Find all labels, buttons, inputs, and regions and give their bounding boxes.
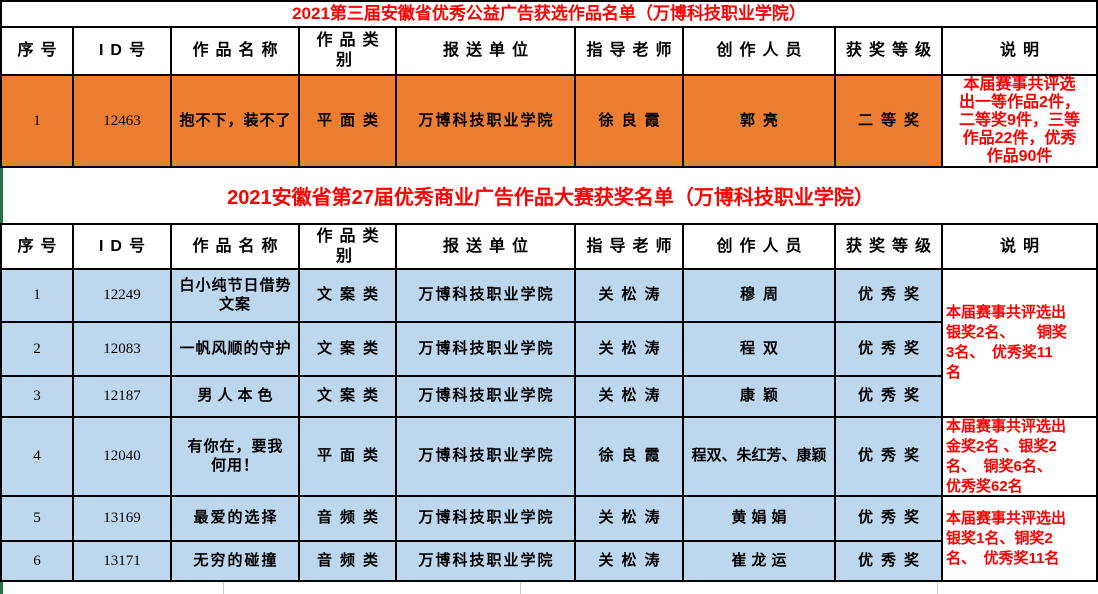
t1-r1-teacher[interactable]: 徐良霞: [576, 76, 682, 166]
gridline: [520, 582, 521, 594]
t2-r1-category[interactable]: 文案类: [300, 270, 395, 321]
t2-r3-creators[interactable]: 康颖: [684, 377, 834, 416]
t2-r2-name[interactable]: 一帆风顺的守护: [172, 323, 298, 375]
t2-r2-teacher[interactable]: 关松涛: [576, 323, 682, 375]
t1-r1-unit[interactable]: 万博科技职业学院: [397, 76, 574, 166]
t2-r2-seq[interactable]: 2: [2, 323, 72, 375]
table2-title[interactable]: 2021安徽省第27届优秀商业广告作品大赛获奖名单（万博科技职业学院）: [0, 168, 1098, 223]
t1-note[interactable]: 本届赛事共评选 出一等作品2件， 二等奖9件，三等 作品22件，优秀 作品90件: [943, 76, 1096, 166]
t2-r1-teacher[interactable]: 关松涛: [576, 270, 682, 321]
t2-r4-seq[interactable]: 4: [2, 418, 72, 495]
t2-r6-seq[interactable]: 6: [2, 542, 72, 580]
t2-header-unit[interactable]: 报送单位: [397, 225, 574, 268]
t2-r5-seq[interactable]: 5: [2, 497, 72, 540]
t2-header-teacher[interactable]: 指导老师: [576, 225, 682, 268]
t1-header-creators[interactable]: 创作人员: [684, 28, 834, 74]
t2-r3-category[interactable]: 文案类: [300, 377, 395, 416]
t2-note-rows1-3[interactable]: 本届赛事共评选出 银奖2名、 铜奖 3名、 优秀奖11 名: [943, 270, 1096, 416]
t2-r4-name[interactable]: 有你在，要我 何用！: [172, 418, 298, 495]
t1-r1-award[interactable]: 二等奖: [836, 76, 941, 166]
t1-header-name[interactable]: 作品名称: [172, 28, 298, 74]
t2-r1-seq[interactable]: 1: [2, 270, 72, 321]
t2-header-note[interactable]: 说明: [943, 225, 1096, 268]
t1-r1-seq[interactable]: 1: [2, 76, 72, 166]
t2-r4-teacher[interactable]: 徐良霞: [576, 418, 682, 495]
t2-r5-category[interactable]: 音频类: [300, 497, 395, 540]
t2-r5-name[interactable]: 最爱的选择: [172, 497, 298, 540]
empty-sheet-strip: [0, 582, 1098, 594]
t2-r3-name[interactable]: 男人本色: [172, 377, 298, 416]
table-public-service-awards: 2021第三届安徽省优秀公益广告获选作品名单（万博科技职业学院） 序号 ID号 …: [0, 0, 1098, 168]
t2-r5-id[interactable]: 13169: [74, 497, 170, 540]
t1-header-seq[interactable]: 序号: [2, 28, 72, 74]
t2-r1-id[interactable]: 12249: [74, 270, 170, 321]
t2-header-id[interactable]: ID号: [74, 225, 170, 268]
t2-r6-id[interactable]: 13171: [74, 542, 170, 580]
t1-r1-category[interactable]: 平面类: [300, 76, 395, 166]
gridline: [937, 582, 938, 594]
t2-r6-category[interactable]: 音频类: [300, 542, 395, 580]
t1-r1-name[interactable]: 抱不下，装不了: [172, 76, 298, 166]
t2-r2-award[interactable]: 优秀奖: [836, 323, 941, 375]
t2-header-seq[interactable]: 序号: [2, 225, 72, 268]
t2-r4-id[interactable]: 12040: [74, 418, 170, 495]
t2-r3-seq[interactable]: 3: [2, 377, 72, 416]
table-commercial-awards: 序号 ID号 作品名称 作品类别 报送单位 指导老师 创作人员 获奖等级 说明 …: [0, 223, 1098, 582]
t2-r3-unit[interactable]: 万博科技职业学院: [397, 377, 574, 416]
t2-note-rows5-6[interactable]: 本届赛事共评选出 银奖1名、铜奖2 名、 优秀奖11名: [943, 497, 1096, 580]
t1-header-unit[interactable]: 报送单位: [397, 28, 574, 74]
t2-r4-category[interactable]: 平面类: [300, 418, 395, 495]
t2-header-name[interactable]: 作品名称: [172, 225, 298, 268]
t2-r2-unit[interactable]: 万博科技职业学院: [397, 323, 574, 375]
t2-r2-category[interactable]: 文案类: [300, 323, 395, 375]
t2-r1-creators[interactable]: 穆周: [684, 270, 834, 321]
t2-r4-creators[interactable]: 程双、朱红芳、康颖: [684, 418, 834, 495]
t2-r1-name[interactable]: 白小纯节日借势 文案: [172, 270, 298, 321]
t2-r5-award[interactable]: 优秀奖: [836, 497, 941, 540]
t2-r1-award[interactable]: 优秀奖: [836, 270, 941, 321]
t2-r6-name[interactable]: 无穷的碰撞: [172, 542, 298, 580]
t2-r6-award[interactable]: 优秀奖: [836, 542, 941, 580]
t2-r2-creators[interactable]: 程双: [684, 323, 834, 375]
t2-r3-teacher[interactable]: 关松涛: [576, 377, 682, 416]
t2-r6-unit[interactable]: 万博科技职业学院: [397, 542, 574, 580]
t2-r5-creators[interactable]: 黄娟娟: [684, 497, 834, 540]
t1-header-id[interactable]: ID号: [74, 28, 170, 74]
t2-r3-id[interactable]: 12187: [74, 377, 170, 416]
t1-header-teacher[interactable]: 指导老师: [576, 28, 682, 74]
t2-r3-award[interactable]: 优秀奖: [836, 377, 941, 416]
t2-r6-creators[interactable]: 崔龙运: [684, 542, 834, 580]
t2-header-category[interactable]: 作品类别: [300, 225, 395, 268]
t2-note-row4[interactable]: 本届赛事共评选出 金奖2名 、银奖2 名、 铜奖6名、 优秀奖62名: [943, 418, 1096, 495]
gridline: [223, 582, 224, 594]
t1-r1-creators[interactable]: 郭亮: [684, 76, 834, 166]
t2-r1-unit[interactable]: 万博科技职业学院: [397, 270, 574, 321]
t2-r4-award[interactable]: 优秀奖: [836, 418, 941, 495]
t1-header-category[interactable]: 作品类别: [300, 28, 395, 74]
t1-r1-id[interactable]: 12463: [74, 76, 170, 166]
t2-r4-unit[interactable]: 万博科技职业学院: [397, 418, 574, 495]
t1-header-note[interactable]: 说明: [943, 28, 1096, 74]
t2-header-creators[interactable]: 创作人员: [684, 225, 834, 268]
t2-r5-unit[interactable]: 万博科技职业学院: [397, 497, 574, 540]
t2-r6-teacher[interactable]: 关松涛: [576, 542, 682, 580]
table1-title[interactable]: 2021第三届安徽省优秀公益广告获选作品名单（万博科技职业学院）: [2, 2, 1096, 26]
t2-header-award[interactable]: 获奖等级: [836, 225, 941, 268]
t2-r2-id[interactable]: 12083: [74, 323, 170, 375]
t1-header-award[interactable]: 获奖等级: [836, 28, 941, 74]
t2-r5-teacher[interactable]: 关松涛: [576, 497, 682, 540]
